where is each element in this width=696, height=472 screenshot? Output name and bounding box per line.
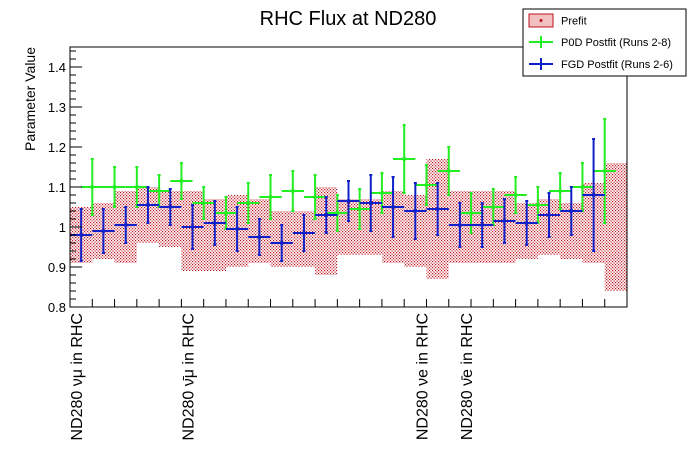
legend-item-prefit: Prefit xyxy=(528,13,587,28)
fgd-point xyxy=(190,225,195,229)
fgd-point xyxy=(212,221,217,225)
p0d-point xyxy=(223,211,228,215)
p0d-point xyxy=(201,201,206,205)
fgd-point xyxy=(101,229,106,233)
fgd-point xyxy=(547,213,552,217)
fgd-point xyxy=(413,209,418,213)
legend-label-fgd: FGD Postfit (Runs 2-6) xyxy=(561,59,673,71)
p0d-point xyxy=(513,193,518,197)
y-tick-label: 1.1 xyxy=(48,180,66,195)
legend-item-p0d: P0D Postfit (Runs 2-8) xyxy=(529,36,671,49)
p0d-point xyxy=(290,189,295,193)
fgd-point xyxy=(279,241,284,245)
chart-title: RHC Flux at ND280 xyxy=(260,8,437,30)
fgd-point xyxy=(435,207,440,211)
prefit-band xyxy=(604,163,627,291)
p0d-point xyxy=(602,169,607,173)
fgd-point xyxy=(346,199,351,203)
legend-item-fgd: FGD Postfit (Runs 2-6) xyxy=(529,58,673,71)
axes: 0.8 0.9 1 1.1 1.2 1.3 1.4 ND280 νμ in RHC ND280 … xyxy=(48,50,628,440)
p0d-point xyxy=(90,185,95,189)
legend-label-p0d: P0D Postfit (Runs 2-8) xyxy=(561,37,671,49)
p0d-point xyxy=(313,195,318,199)
p0d-point xyxy=(424,183,429,187)
y-tick-label: 1 xyxy=(59,220,66,235)
p0d-point xyxy=(491,205,496,209)
p0d-point xyxy=(379,191,384,195)
y-axis-label: Parameter Value xyxy=(22,47,38,151)
p0d-point xyxy=(268,195,273,199)
p0d-point xyxy=(246,201,251,205)
p0d-point xyxy=(446,169,451,173)
legend: Prefit P0D Postfit (Runs 2-8) FGD Postfi… xyxy=(522,8,687,77)
p0d-point xyxy=(179,179,184,183)
fgd-point xyxy=(123,223,128,227)
x-tick-label: ND280 νμ in RHC xyxy=(69,313,86,440)
fgd-point xyxy=(569,209,574,213)
fgd-point xyxy=(301,231,306,235)
y-tick-label: 0.9 xyxy=(48,260,66,275)
p0d-point xyxy=(535,203,540,207)
p0d-series xyxy=(81,118,616,234)
fgd-point xyxy=(502,219,507,223)
p0d-point xyxy=(134,185,139,189)
prefit-bands xyxy=(70,159,627,291)
fgd-point xyxy=(145,203,150,207)
p0d-point xyxy=(157,189,162,193)
fgd-point xyxy=(368,201,373,205)
fgd-point xyxy=(168,205,173,209)
p0d-point xyxy=(112,185,117,189)
legend-marker-prefit xyxy=(539,19,543,22)
plot-frame xyxy=(69,46,628,308)
x-tick-label: ND280 ν̄μ in RHC xyxy=(180,313,197,440)
fgd-point xyxy=(591,193,596,197)
fgd-point xyxy=(79,233,84,237)
y-tick-label: 0.8 xyxy=(48,300,66,315)
p0d-point xyxy=(357,207,362,211)
y-tick-label: 1.3 xyxy=(48,100,66,115)
p0d-point xyxy=(558,189,563,193)
fgd-point xyxy=(324,213,329,217)
p0d-point xyxy=(580,185,585,189)
p0d-point xyxy=(469,211,474,215)
legend-label-prefit: Prefit xyxy=(561,16,587,28)
x-tick-label: ND280 ν̄e in RHC xyxy=(459,313,476,440)
fgd-point xyxy=(391,205,396,209)
fgd-series xyxy=(70,138,605,262)
fgd-point xyxy=(235,227,240,231)
fgd-point xyxy=(457,223,462,227)
y-tick-label: 1.2 xyxy=(48,140,66,155)
y-tick-label: 1.4 xyxy=(48,60,66,75)
p0d-point xyxy=(402,157,407,161)
fgd-point xyxy=(524,221,529,225)
fgd-point xyxy=(257,235,262,239)
x-tick-label: ND280 νe in RHC xyxy=(414,313,431,440)
fgd-point xyxy=(480,223,485,227)
